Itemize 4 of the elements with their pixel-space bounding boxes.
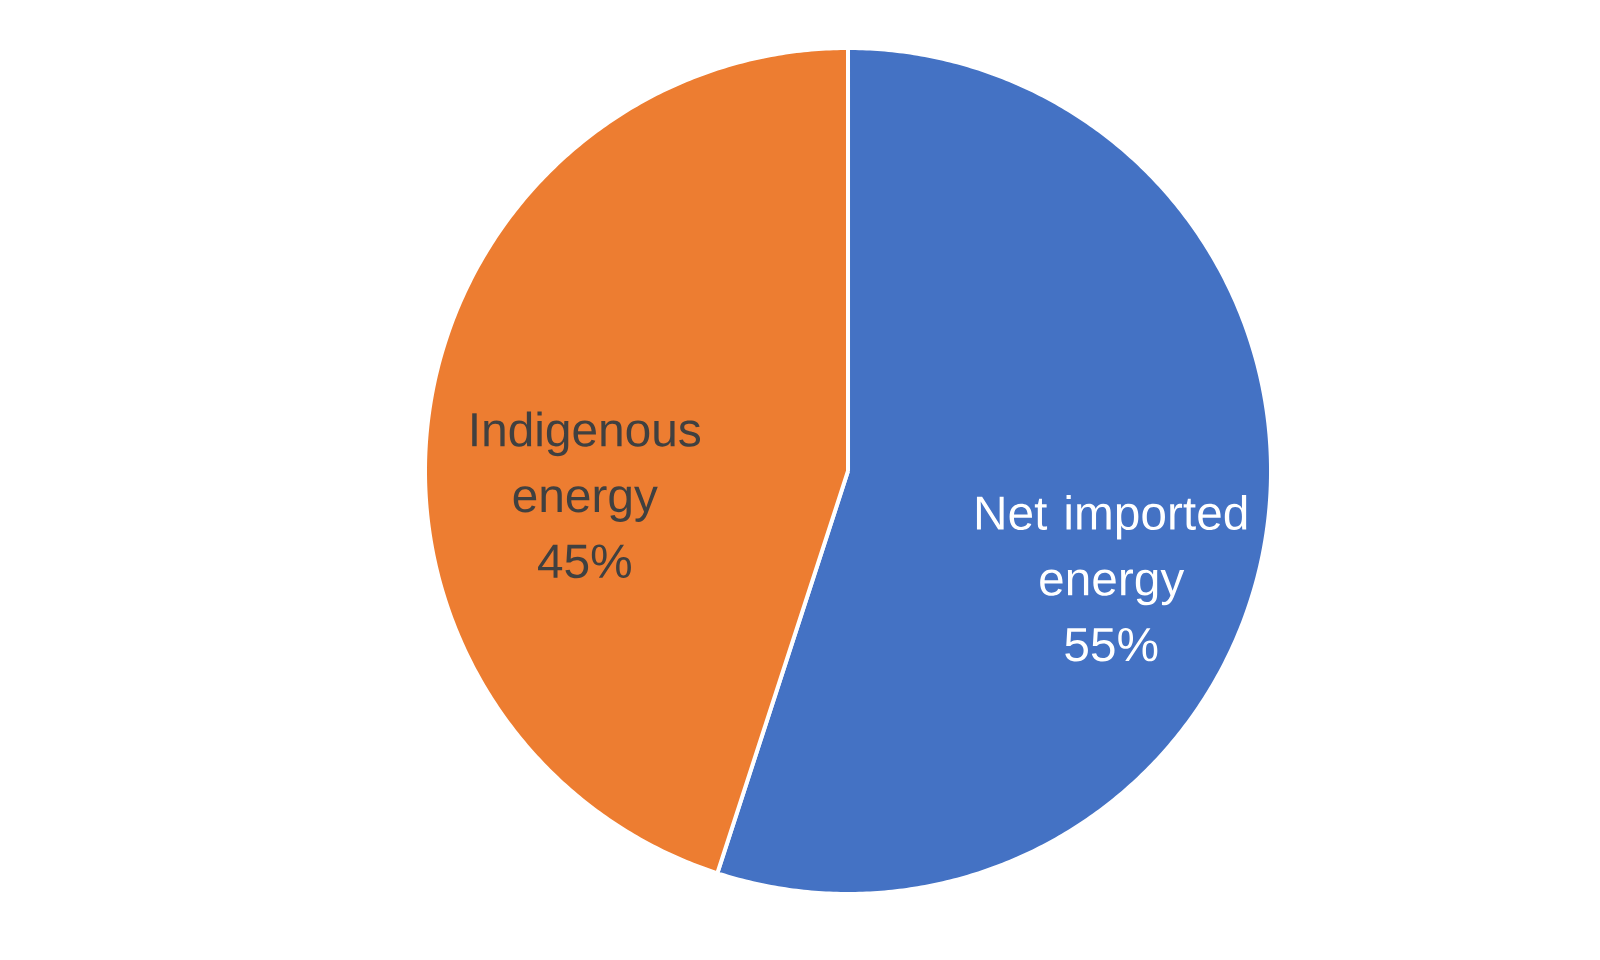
data-label: 45% (538, 544, 631, 579)
slice-label: Indigenous energy (472, 411, 701, 522)
data-label: 55% (1065, 627, 1158, 662)
slice-label: Net imported energy (976, 494, 1247, 606)
